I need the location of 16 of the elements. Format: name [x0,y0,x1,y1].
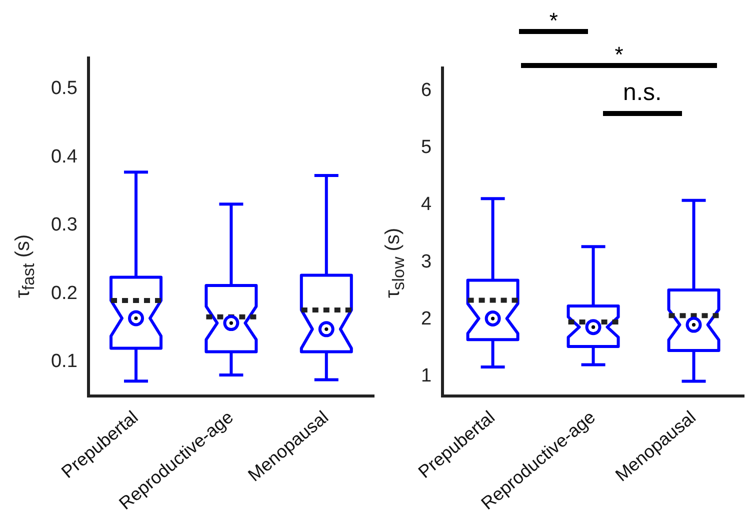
y-tick-label: 0.4 [50,146,78,168]
y-tick-label: 0.5 [50,78,78,99]
y-tick-label: 4 [420,194,432,216]
significance-bracket: * [521,44,717,68]
y-tick-label: 0.1 [50,351,78,372]
y-tick-label: 6 [420,80,432,102]
y-tick-label: 0.2 [50,282,78,304]
y-tick-label: 5 [420,137,432,158]
annotation: n.s. [622,79,663,106]
y-tick-label: 0.3 [50,214,78,236]
y-tick-label: 1 [420,365,432,386]
significance-bracket: n.s. [603,82,682,116]
y-tick-label: 2 [420,308,432,330]
y-tick-label: 3 [420,251,432,272]
annotation: * [614,42,624,67]
significance-bracket: * [519,10,588,34]
